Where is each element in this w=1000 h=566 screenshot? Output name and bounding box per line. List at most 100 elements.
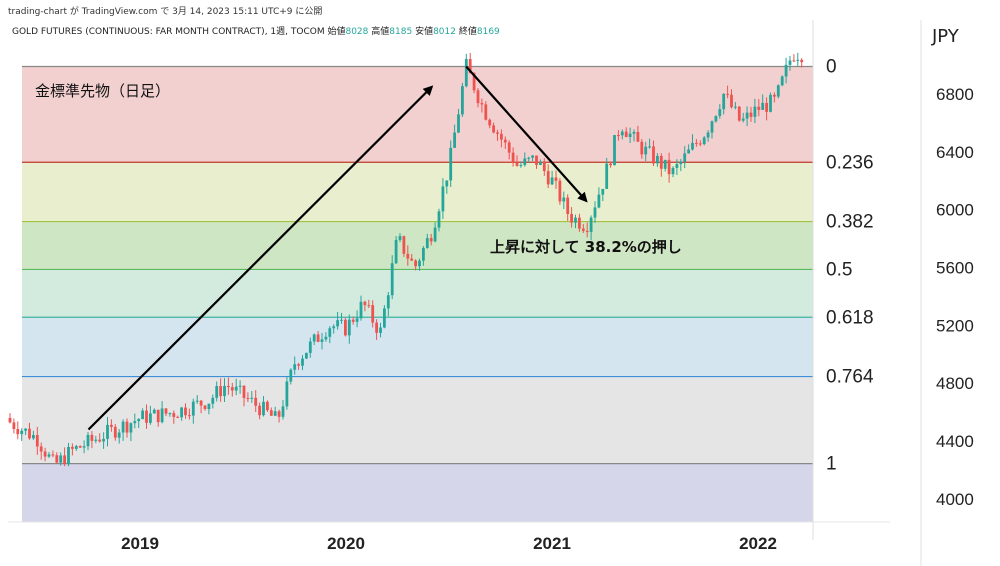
candle-body xyxy=(609,163,612,166)
candle-body xyxy=(429,238,433,242)
x-tick-label: 2019 xyxy=(121,534,159,553)
candle-body xyxy=(726,93,729,95)
candle-body xyxy=(35,435,39,447)
candle-body xyxy=(488,119,492,126)
candle-body xyxy=(98,439,102,442)
candle-body xyxy=(761,102,765,110)
high-label: 高値 xyxy=(371,27,390,37)
candle-body xyxy=(562,197,566,202)
candle-body xyxy=(164,408,168,414)
candle-body xyxy=(800,59,804,63)
candle-body xyxy=(74,446,78,449)
candle-body xyxy=(355,318,359,322)
candle-body xyxy=(542,162,546,172)
candle-body xyxy=(316,334,320,342)
candle-body xyxy=(574,217,577,223)
candle-body xyxy=(636,131,640,142)
candle-body xyxy=(667,159,671,175)
candle-body xyxy=(687,149,690,154)
candle-body xyxy=(219,386,222,397)
candle-body xyxy=(496,132,499,134)
fib-level-label: 0.382 xyxy=(826,212,874,233)
candle-body xyxy=(133,421,137,424)
candle-body xyxy=(176,416,180,418)
candle-body xyxy=(734,106,737,108)
candle-body xyxy=(266,401,269,411)
candle-body xyxy=(254,397,258,406)
candle-body xyxy=(480,103,484,105)
candle-body xyxy=(741,118,745,121)
candle-body xyxy=(359,301,363,319)
candle-body xyxy=(632,131,636,134)
low-label: 安値 xyxy=(415,27,434,37)
candle-body xyxy=(663,159,667,169)
candle-body xyxy=(683,153,687,162)
candle-body xyxy=(476,90,480,104)
candle-body xyxy=(652,146,655,164)
candle-body xyxy=(620,131,624,136)
candle-body xyxy=(375,322,378,333)
candle-body xyxy=(453,132,456,148)
candle-body xyxy=(464,59,468,87)
candle-body xyxy=(589,217,593,232)
candle-body xyxy=(43,451,47,457)
candle-body xyxy=(82,446,86,448)
candle-body xyxy=(172,413,176,417)
candle-body xyxy=(730,94,733,108)
candle-body xyxy=(640,141,644,155)
candle-body xyxy=(262,401,265,416)
fib-zone xyxy=(22,66,813,163)
open-value: 8028 xyxy=(345,27,369,37)
candle-body xyxy=(207,403,211,410)
candle-body xyxy=(145,410,148,423)
candle-body xyxy=(129,423,133,433)
candle-body xyxy=(788,60,792,65)
candle-body xyxy=(113,426,117,438)
candle-body xyxy=(51,454,55,456)
candle-body xyxy=(402,236,406,254)
candle-body xyxy=(12,422,16,430)
candle-body xyxy=(418,260,421,267)
fib-lines: 0 0.236 0.382 0.5 0.618 0.764 1 xyxy=(22,57,874,475)
candle-body xyxy=(246,397,250,399)
candle-body xyxy=(535,155,538,165)
candle-body xyxy=(523,158,527,166)
trend-arrows xyxy=(87,65,588,431)
candle-body xyxy=(449,147,453,181)
candle-body xyxy=(223,385,226,397)
y-tick-label: 4800 xyxy=(936,374,974,393)
candle-body xyxy=(269,410,273,416)
x-tick-label: 2021 xyxy=(533,534,571,553)
candle-body xyxy=(698,143,702,145)
candle-body xyxy=(301,358,304,366)
candle-body xyxy=(597,194,601,208)
candle-body xyxy=(102,438,105,442)
candle-body xyxy=(425,238,429,248)
candle-body xyxy=(289,369,293,382)
candle-body xyxy=(773,94,776,97)
candle-body xyxy=(437,211,441,228)
candle-body xyxy=(273,411,277,416)
fib-zone xyxy=(22,463,813,522)
fib-zone xyxy=(22,221,813,270)
candle-body xyxy=(445,180,449,187)
candle-body xyxy=(433,227,437,242)
candle-body xyxy=(308,341,312,353)
candle-body xyxy=(546,171,550,185)
y-tick-label: 4000 xyxy=(936,490,974,509)
candle-body xyxy=(648,146,651,148)
candle-body xyxy=(394,239,398,264)
candle-body xyxy=(511,152,515,163)
candle-body xyxy=(332,326,336,329)
candle-body xyxy=(328,328,332,337)
fib-level-label: 0.5 xyxy=(826,259,852,280)
high-value: 8185 xyxy=(389,27,413,37)
candle-body xyxy=(570,214,573,223)
fib-zones xyxy=(22,66,813,522)
candle-body xyxy=(199,400,203,406)
candle-body xyxy=(702,137,706,145)
candle-body xyxy=(776,85,780,97)
candle-body xyxy=(617,135,620,137)
fib-zone xyxy=(22,162,813,222)
